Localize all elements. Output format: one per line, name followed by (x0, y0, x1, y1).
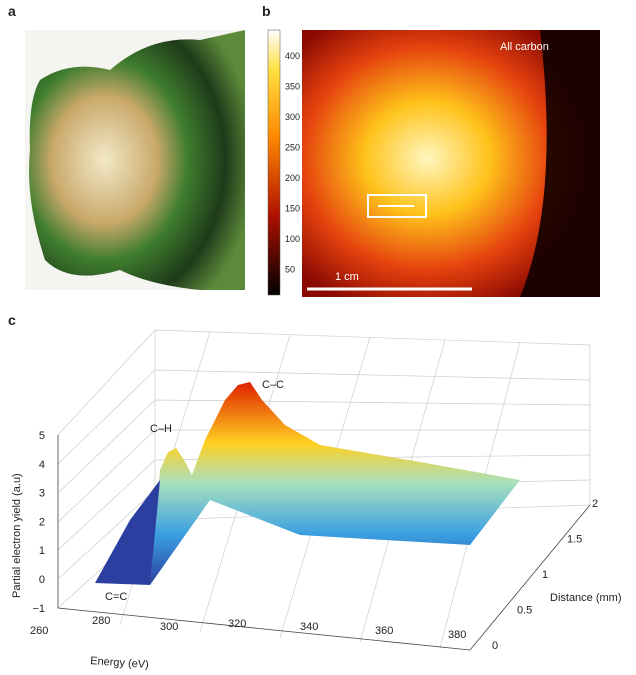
x-tick: 280 (92, 615, 110, 627)
x-tick: 340 (300, 621, 318, 633)
x-tick: 360 (375, 625, 393, 637)
panel-label: c (8, 312, 16, 328)
x-tick: 380 (448, 629, 466, 641)
annotation: All carbon (500, 41, 549, 53)
surface-front (95, 480, 160, 585)
surface (95, 382, 520, 585)
x-tick: 260 (30, 625, 48, 637)
panel-label: b (262, 3, 271, 19)
colorbar (267, 29, 281, 296)
peak-label: C–C (262, 379, 284, 391)
x-tick: 300 (160, 621, 178, 633)
peak-label: C–H (150, 423, 172, 435)
y-tick: 0 (492, 640, 498, 652)
colorbar-tick: 400 (285, 51, 300, 61)
y-tick: 0.5 (517, 605, 532, 617)
peak-label: C=C (105, 591, 127, 603)
colorbar-tick: 300 (285, 112, 300, 122)
z-title: Partial electron yield (a.u) (11, 473, 23, 598)
y-title: Distance (mm) (550, 592, 622, 604)
scale-label: 1 cm (335, 271, 359, 283)
z-tick: −1 (32, 603, 45, 615)
y-tick: 1 (542, 569, 548, 581)
x-title: Energy (eV) (90, 655, 149, 670)
colorbar-tick: 350 (285, 82, 300, 92)
z-tick: 5 (39, 430, 45, 442)
colorbar-tick: 150 (285, 204, 300, 214)
roi-box (367, 194, 427, 218)
x-tick: 320 (228, 618, 246, 630)
colorbar-tick: 100 (285, 234, 300, 244)
z-tick: 1 (39, 545, 45, 557)
panel-label: a (8, 3, 16, 19)
z-tick: 0 (39, 574, 45, 586)
colorbar-tick: 200 (285, 173, 300, 183)
colorbar-tick: 250 (285, 143, 300, 153)
y-tick: 2 (592, 498, 598, 510)
z-tick: 4 (39, 459, 45, 471)
z-tick: 3 (39, 488, 45, 500)
dark-region (520, 30, 600, 297)
beetle-photo (29, 30, 245, 290)
z-tick: 2 (39, 516, 45, 528)
y-tick: 1.5 (567, 534, 582, 546)
colorbar-tick: 50 (285, 265, 295, 275)
